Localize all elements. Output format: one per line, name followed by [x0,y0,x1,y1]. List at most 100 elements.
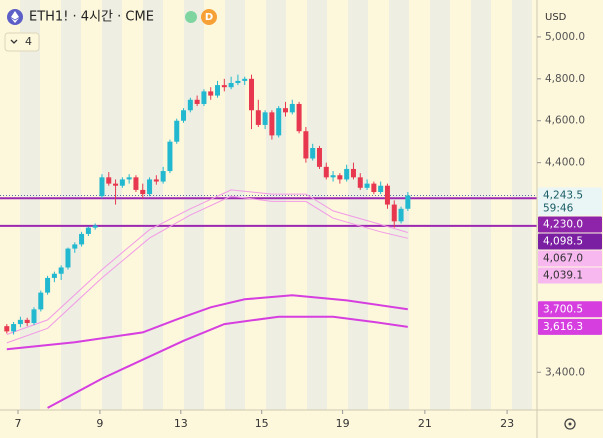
price-label-box [538,250,602,267]
candle-body [4,326,10,332]
candle-body [289,103,295,113]
candle-body [85,227,91,234]
price-label-box [538,301,602,318]
candle-body [215,85,221,96]
candle-body [344,168,350,180]
candle-body [72,244,78,249]
candle-body [133,177,139,190]
price-label: 4,230.0 [543,218,583,230]
candle-body [235,80,241,84]
candle-body [181,110,187,121]
candle-body [337,175,343,180]
session-band [307,0,327,410]
countdown: 59:46 [543,202,574,214]
price-label: 4,098.5 [543,235,583,247]
candle-body [269,112,275,136]
candle-body [65,248,71,268]
y-tick-label: 5,000.0 [545,31,585,43]
symbol-title[interactable]: ETH1! · 4시간 · CME [29,10,154,25]
x-tick-label: 21 [418,417,432,430]
candle-body [11,324,17,332]
session-band [184,0,204,410]
candle-body [221,85,227,88]
candle-body [126,177,132,180]
session-band [143,0,163,410]
price-label-box [538,233,602,250]
session-band [512,0,532,410]
candle-body [310,147,316,159]
candle-body [323,166,329,178]
settings-icon-dot [568,422,572,426]
currency-box[interactable] [540,6,600,28]
candle-body [140,189,146,195]
indicator-toggle[interactable] [4,32,40,52]
session-band [430,0,450,410]
status-dot [185,11,197,23]
candle-body [99,177,105,197]
indicator-line [47,315,408,409]
candle-body [92,225,98,228]
candle-body [51,273,57,278]
candle-body [371,183,377,193]
badge-circle [201,9,217,25]
price-label: 4,243.5 [543,189,583,201]
price-label-box [538,216,602,233]
candle-body [187,99,193,111]
price-label-box [538,267,602,284]
candle-body [160,171,166,182]
indicator-line [6,294,408,351]
candle-body [113,183,119,186]
plot [0,74,537,409]
candle-body [384,185,390,205]
price-label-box [538,318,602,335]
candle-body [296,103,302,132]
candle-body [242,78,248,81]
candle-body [106,177,112,184]
candle-body [17,319,23,325]
session-band [20,0,40,410]
session-band [102,0,122,410]
axis-labels: 5,000.0 4,800.0 4,600.0 4,400.0 3,400.0 7 9 13 1… [15,31,602,430]
y-tick-label: 4,400.0 [545,157,585,169]
candle-body [167,141,173,172]
x-tick-label: 19 [336,417,350,430]
candle-body [153,179,159,182]
candle-body [208,91,214,96]
candle-body [276,108,282,136]
settings-icon[interactable] [564,418,576,430]
candle-body [357,177,363,188]
candle-body [45,277,51,293]
candle-body [262,112,268,125]
candle-body [405,195,411,209]
session-band [61,0,81,410]
y-tick-label: 4,800.0 [545,73,585,85]
candle-body [194,99,200,104]
chevron [10,39,18,44]
candle-body [391,204,397,222]
y-tick-label: 4,600.0 [545,115,585,127]
candle-body [201,91,207,104]
candle-body [255,110,261,125]
price-label-box [538,187,602,216]
candle-body [79,233,85,245]
candle-body [316,147,322,167]
candle-body [228,83,234,88]
candle-body [24,319,30,324]
price-label: 3,616.3 [543,321,583,333]
candle-body [58,267,64,274]
x-tick-label: 9 [96,417,103,430]
candle-body [378,185,384,193]
candle-body [147,179,153,195]
indicator-line [6,195,408,344]
price-label: 3,700.5 [543,303,583,315]
candle-body [31,309,37,324]
candle-body [350,168,356,178]
eth-logo [11,11,19,23]
session-band [471,0,491,410]
candle-body [249,78,255,111]
candle-body [364,183,370,188]
y-tick-label: 3,400.0 [545,366,585,378]
candle-body [119,179,125,186]
candle-body [303,131,309,159]
